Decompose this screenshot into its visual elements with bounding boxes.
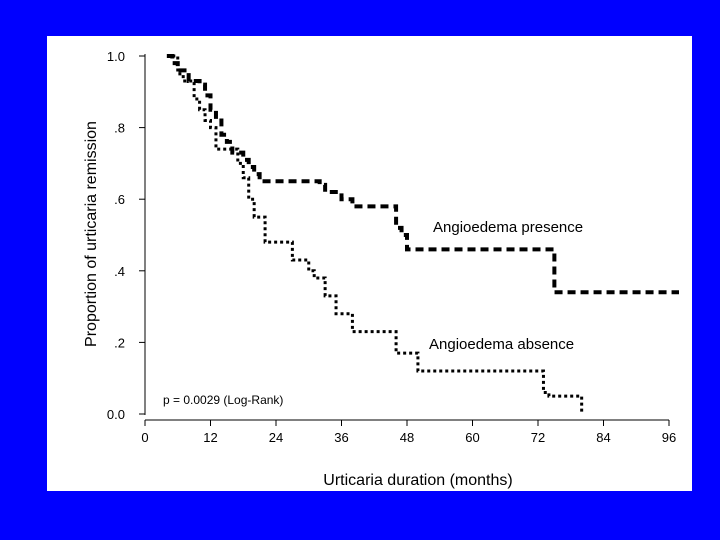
km-survival-chart: 0.0 .2 .4 .6 .8 1.0 0 12 24 36 48 60 72 84 96 Angioed… [83, 49, 679, 489]
x-tick-label: 84 [596, 430, 610, 445]
y-axis-title: Proportion of urticaria remission [83, 121, 100, 347]
y-tick-label: .2 [114, 335, 125, 350]
y-tick-label: .4 [114, 264, 125, 279]
x-ticks: 0 12 24 36 48 60 72 84 96 [141, 420, 676, 445]
series-line-angioedema-presence [166, 54, 679, 295]
x-tick-label: 36 [334, 430, 348, 445]
x-tick-label: 60 [465, 430, 479, 445]
x-tick-label: 96 [662, 430, 676, 445]
y-tick-label: .8 [114, 121, 125, 136]
y-ticks: 0.0 .2 .4 .6 .8 1.0 [107, 49, 145, 422]
series-layer [166, 54, 679, 414]
y-tick-label: 1.0 [107, 49, 125, 64]
x-tick-label: 24 [269, 430, 283, 445]
x-tick-label: 0 [141, 430, 148, 445]
pvalue-annotation: p = 0.0029 (Log-Rank) [163, 393, 283, 407]
y-tick-label: 0.0 [107, 407, 125, 422]
x-tick-label: 72 [531, 430, 545, 445]
x-tick-label: 48 [400, 430, 414, 445]
chart-panel: 0.0 .2 .4 .6 .8 1.0 0 12 24 36 48 60 72 84 96 Angioed… [47, 36, 692, 491]
y-tick-label: .6 [114, 192, 125, 207]
absence-annotation: Angioedema absence [429, 336, 574, 353]
series-line-angioedema-absence [172, 54, 584, 414]
x-tick-label: 12 [203, 430, 217, 445]
x-axis-title: Urticaria duration (months) [323, 472, 512, 489]
presence-annotation: Angioedema presence [433, 219, 583, 236]
